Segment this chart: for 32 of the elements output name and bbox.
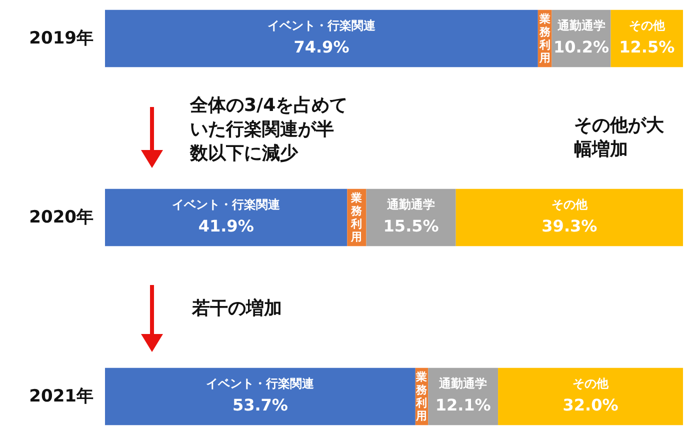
text: その他 <box>572 376 609 391</box>
series-label: 業務利用 <box>415 370 428 423</box>
series-label: その他 <box>551 198 588 212</box>
data-label: 10.2% <box>554 37 610 56</box>
bar <box>105 368 416 426</box>
y-tick-label: 2020年 <box>29 208 94 228</box>
bar <box>105 188 348 246</box>
text: 通勤通学 <box>387 198 436 212</box>
data-label: 39.3% <box>542 216 598 236</box>
annotation: その他が大幅増加 <box>574 114 664 162</box>
series-label: 通勤通学 <box>556 18 606 32</box>
data-label: 15.5% <box>383 216 439 236</box>
bar <box>456 188 683 246</box>
text: イベント・行楽関連 <box>206 376 314 391</box>
text: イベント・行楽関連 <box>267 18 376 32</box>
bar <box>105 10 538 68</box>
text: 業務利用 <box>351 192 362 244</box>
text: 業務利用 <box>539 12 550 64</box>
y-tick-label: 2019年 <box>29 28 94 48</box>
annotation: 若干の増加 <box>192 297 283 321</box>
text: その他 <box>628 18 665 32</box>
data-label: 12.5% <box>619 37 675 56</box>
data-label: 74.9% <box>294 37 350 56</box>
y-tick-label: 2021年 <box>29 386 94 407</box>
text: 通勤通学 <box>439 376 488 391</box>
data-label: 53.7% <box>232 396 288 415</box>
bar <box>498 368 683 426</box>
data-label: 32.0% <box>562 396 618 415</box>
data-label: 12.1% <box>435 396 491 415</box>
annotation: 全体の3/4を占めていた行楽関連が半数以下に減少 <box>190 94 348 166</box>
data-label: 41.9% <box>198 216 254 236</box>
series-label: イベント・行楽関連 <box>172 198 282 212</box>
